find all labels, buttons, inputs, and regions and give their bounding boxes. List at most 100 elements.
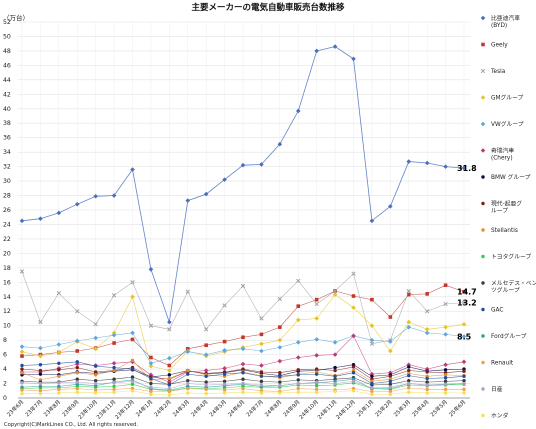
series-1-point xyxy=(425,292,429,296)
series-2-point xyxy=(148,323,154,328)
series-14-point xyxy=(204,383,208,387)
series-14-point xyxy=(57,381,61,385)
series-7-point xyxy=(93,370,98,374)
series-2-point xyxy=(277,296,282,302)
series-0-point xyxy=(277,141,283,147)
legend-marker-10 xyxy=(481,281,485,285)
series-11-point xyxy=(370,381,374,386)
series-10-point xyxy=(407,378,411,383)
series-0-point xyxy=(185,198,191,203)
series-4-point xyxy=(295,340,301,345)
x-tick-label: 24年4月 xyxy=(189,398,210,419)
series-10-point xyxy=(204,380,208,384)
series-3-point xyxy=(295,317,301,323)
legend-marker-1 xyxy=(481,42,485,47)
series-0-point xyxy=(295,108,301,114)
legend-label-11: GAC xyxy=(491,308,503,314)
series-1-point xyxy=(204,343,208,348)
series-14-point xyxy=(20,381,24,385)
series-3-point xyxy=(167,368,172,373)
legend-label-13: Renault xyxy=(491,361,514,367)
series-1-point xyxy=(149,355,153,360)
series-1-point xyxy=(167,363,172,368)
series-13-point xyxy=(38,389,43,393)
legend-item-0: 比亜迪汽車(BYD) xyxy=(480,14,520,29)
series-4 xyxy=(19,324,467,366)
x-tick-label: 25年2月 xyxy=(373,398,394,419)
series-0-point xyxy=(111,193,117,198)
y-tick-label: 36 xyxy=(3,135,11,142)
y-tick-label: 0 xyxy=(3,395,7,402)
series-11-point xyxy=(222,372,227,376)
series-3-point xyxy=(277,337,283,343)
series-6-point xyxy=(38,372,43,376)
legend-item-14: 日産 xyxy=(481,385,503,393)
series-1-point xyxy=(222,339,227,344)
series-15-point xyxy=(425,391,429,395)
gridlines xyxy=(18,21,470,399)
series-2-point xyxy=(461,300,467,305)
series-10-point xyxy=(186,378,190,383)
legend-item-9: トヨタグループ xyxy=(481,253,531,261)
series-4-point xyxy=(406,324,412,330)
series-1-point xyxy=(406,292,411,297)
series-0-point xyxy=(259,162,264,167)
data-label-2: 13.2 xyxy=(457,299,477,308)
series-13-point xyxy=(370,389,374,394)
series-11-point xyxy=(278,374,282,379)
series-11-point xyxy=(167,383,172,387)
series-14-point xyxy=(222,382,227,386)
y-tick-label: 30 xyxy=(3,178,11,185)
data-label-1: 14.7 xyxy=(457,288,477,297)
series-7-point xyxy=(38,368,43,373)
series-0-point xyxy=(93,193,98,199)
series-13-point xyxy=(149,389,153,394)
series-14-point xyxy=(149,385,153,389)
series-4-point xyxy=(74,338,80,344)
series-8-point xyxy=(186,368,190,373)
legend-marker-8 xyxy=(481,228,485,232)
y-tick-label: 32 xyxy=(3,164,11,171)
series-14-point xyxy=(241,381,245,386)
series-9-point xyxy=(112,384,116,389)
series-13-point xyxy=(462,387,466,392)
series-2-point xyxy=(204,327,209,332)
series-13-point xyxy=(57,387,61,392)
x-tick-label: 24年8月 xyxy=(263,398,284,419)
series-1-point xyxy=(388,315,393,319)
series-13-point xyxy=(407,386,411,390)
series-0 xyxy=(19,44,467,325)
series-3-point xyxy=(259,341,264,347)
series-2-point xyxy=(56,291,61,296)
series-15-point xyxy=(314,390,319,394)
series-12-point xyxy=(57,384,61,389)
x-tick-label: 24年7月 xyxy=(244,398,265,419)
series-8-point xyxy=(167,376,172,381)
series-4-point xyxy=(443,332,448,337)
series-3-point xyxy=(406,319,412,325)
series-11-point xyxy=(296,373,300,377)
series-1-point xyxy=(462,289,466,294)
series-0-point xyxy=(148,266,154,272)
legend-label-2: Tesla xyxy=(490,69,506,75)
series-10-point xyxy=(259,379,264,384)
series-6-point xyxy=(407,365,411,369)
series-2-point xyxy=(185,289,190,294)
series-13-point xyxy=(443,387,448,392)
series-7-point xyxy=(278,370,282,375)
legend-marker-5 xyxy=(480,148,486,153)
series-3-point xyxy=(351,305,356,310)
series-14-point xyxy=(351,379,356,384)
legend-label-10: メルセデス・ベンツグループ xyxy=(491,279,536,294)
series-15-point xyxy=(167,393,172,397)
x-tick-label: 25年3月 xyxy=(392,398,413,419)
series-13-point xyxy=(388,389,393,394)
y-tick-label: 14 xyxy=(3,294,11,301)
series-0-point xyxy=(424,160,430,166)
series-5-point xyxy=(332,352,338,357)
series-4-point xyxy=(259,348,264,354)
series-0-point xyxy=(461,165,467,171)
series-1-point xyxy=(351,294,356,298)
series-8-point xyxy=(130,358,135,363)
series-14-point xyxy=(462,381,466,386)
